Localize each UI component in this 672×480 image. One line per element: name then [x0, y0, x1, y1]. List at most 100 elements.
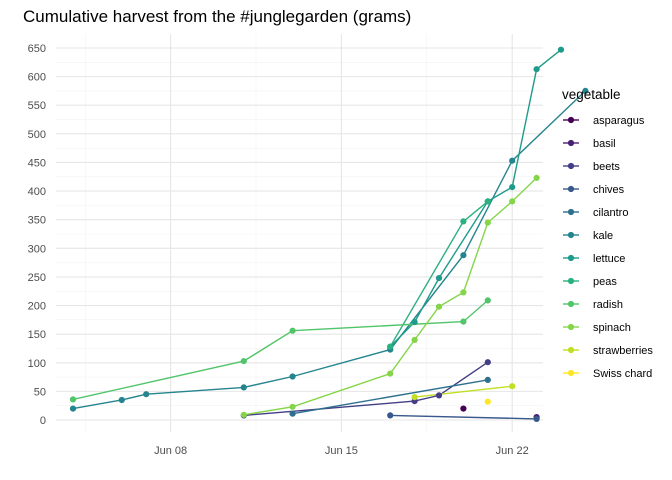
- legend-label: chives: [593, 184, 625, 196]
- point-kale: [509, 157, 516, 164]
- y-tick-label: 200: [28, 301, 46, 313]
- legend-label: basil: [593, 138, 616, 150]
- legend-label: strawberries: [593, 345, 653, 357]
- legend-label: beets: [593, 161, 620, 173]
- series-line-spinach: [243, 177, 538, 416]
- legend-label: radish: [593, 299, 623, 311]
- point-radish: [289, 327, 296, 334]
- legend-key-point: [567, 208, 575, 216]
- series-line-strawberries: [414, 385, 513, 398]
- legend-label: peas: [593, 276, 617, 288]
- y-tick-label: 150: [28, 329, 46, 341]
- series-points: [69, 46, 589, 422]
- legend-key-point: [567, 254, 575, 262]
- point-radish: [460, 318, 467, 325]
- y-tick-label: 650: [28, 43, 46, 55]
- series-line-beets: [243, 361, 489, 417]
- point-lettuce: [509, 184, 516, 191]
- legend-key-point: [567, 346, 575, 354]
- point-lettuce: [557, 46, 565, 53]
- point-spinach: [240, 411, 247, 418]
- legend-item-swiss-chard: Swiss chard: [563, 368, 652, 380]
- legend-label: asparagus: [593, 115, 645, 127]
- x-axis-ticks: Jun 08 Jun 15 Jun 22: [154, 445, 529, 457]
- point-beets: [435, 392, 443, 399]
- y-tick-label: 50: [34, 386, 46, 398]
- y-tick-label: 450: [28, 157, 46, 169]
- point-lettuce: [411, 319, 418, 326]
- point-kale: [289, 373, 296, 380]
- legend-item-radish: radish: [563, 299, 623, 311]
- point-chives: [533, 415, 540, 422]
- point-strawberries: [411, 394, 418, 401]
- y-tick-label: 0: [40, 415, 46, 427]
- legend-label: spinach: [593, 322, 631, 334]
- legend-label: Swiss chard: [593, 368, 652, 380]
- legend: vegetable asparagus basil beets chives cilan…: [562, 87, 653, 380]
- point-kale: [582, 87, 589, 94]
- point-kale: [69, 405, 77, 412]
- legend-item-peas: peas: [563, 276, 617, 288]
- point-spinach: [387, 370, 394, 377]
- legend-key-point: [567, 139, 575, 147]
- legend-item-kale: kale: [563, 230, 613, 242]
- x-tick-label: Jun 22: [496, 445, 529, 457]
- point-strawberries: [509, 383, 516, 390]
- point-chives: [387, 412, 394, 419]
- point-peas: [484, 198, 491, 205]
- y-tick-label: 600: [28, 72, 46, 84]
- series-line-radish: [72, 299, 489, 401]
- point-swiss-chard: [484, 398, 491, 405]
- point-peas: [387, 343, 394, 350]
- legend-key-point: [567, 162, 575, 170]
- point-spinach: [509, 198, 516, 205]
- point-spinach: [460, 289, 467, 296]
- point-peas: [460, 218, 467, 225]
- grid-lines: [56, 34, 543, 432]
- point-spinach: [484, 219, 491, 226]
- y-tick-label: 100: [28, 358, 46, 370]
- x-tick-label: Jun 15: [325, 445, 358, 457]
- x-tick-label: Jun 08: [154, 445, 187, 457]
- point-radish: [240, 358, 247, 365]
- point-kale: [118, 396, 125, 404]
- legend-key-point: [567, 116, 575, 124]
- y-tick-label: 300: [28, 243, 46, 255]
- y-tick-label: 350: [28, 215, 46, 227]
- point-lettuce: [435, 275, 443, 282]
- legend-key-point: [567, 277, 575, 285]
- point-radish: [69, 396, 77, 403]
- point-spinach: [411, 336, 418, 343]
- point-spinach: [435, 303, 443, 310]
- legend-item-chives: chives: [563, 184, 625, 196]
- point-kale: [240, 384, 247, 391]
- series-line-cilantro: [292, 379, 488, 415]
- y-tick-label: 550: [28, 100, 46, 112]
- legend-item-beets: beets: [563, 161, 620, 173]
- point-cilantro: [484, 376, 491, 383]
- point-spinach: [289, 403, 296, 410]
- point-kale: [460, 252, 467, 259]
- y-tick-label: 250: [28, 272, 46, 284]
- legend-item-asparagus: asparagus: [563, 115, 645, 127]
- legend-key-point: [567, 231, 575, 239]
- legend-item-basil: basil: [563, 138, 616, 150]
- legend-item-spinach: spinach: [563, 322, 631, 334]
- y-axis-ticks: 0 50 100 150 200 250 300 350 400 450 500 550 600 650: [28, 43, 46, 427]
- legend-item-cilantro: cilantro: [563, 207, 628, 219]
- series-line-kale: [72, 90, 586, 410]
- point-beets: [484, 359, 491, 366]
- legend-items: asparagus basil beets chives cilantro kale let…: [563, 115, 653, 380]
- legend-key-point: [567, 369, 575, 377]
- legend-item-strawberries: strawberries: [563, 345, 653, 357]
- legend-label: cilantro: [593, 207, 628, 219]
- point-kale: [143, 391, 150, 398]
- legend-key-point: [567, 300, 575, 308]
- point-asparagus: [460, 405, 467, 412]
- legend-label: lettuce: [593, 253, 625, 265]
- legend-key-point: [567, 185, 575, 193]
- legend-label: kale: [593, 230, 613, 242]
- point-radish: [484, 297, 491, 304]
- legend-key-point: [567, 323, 575, 331]
